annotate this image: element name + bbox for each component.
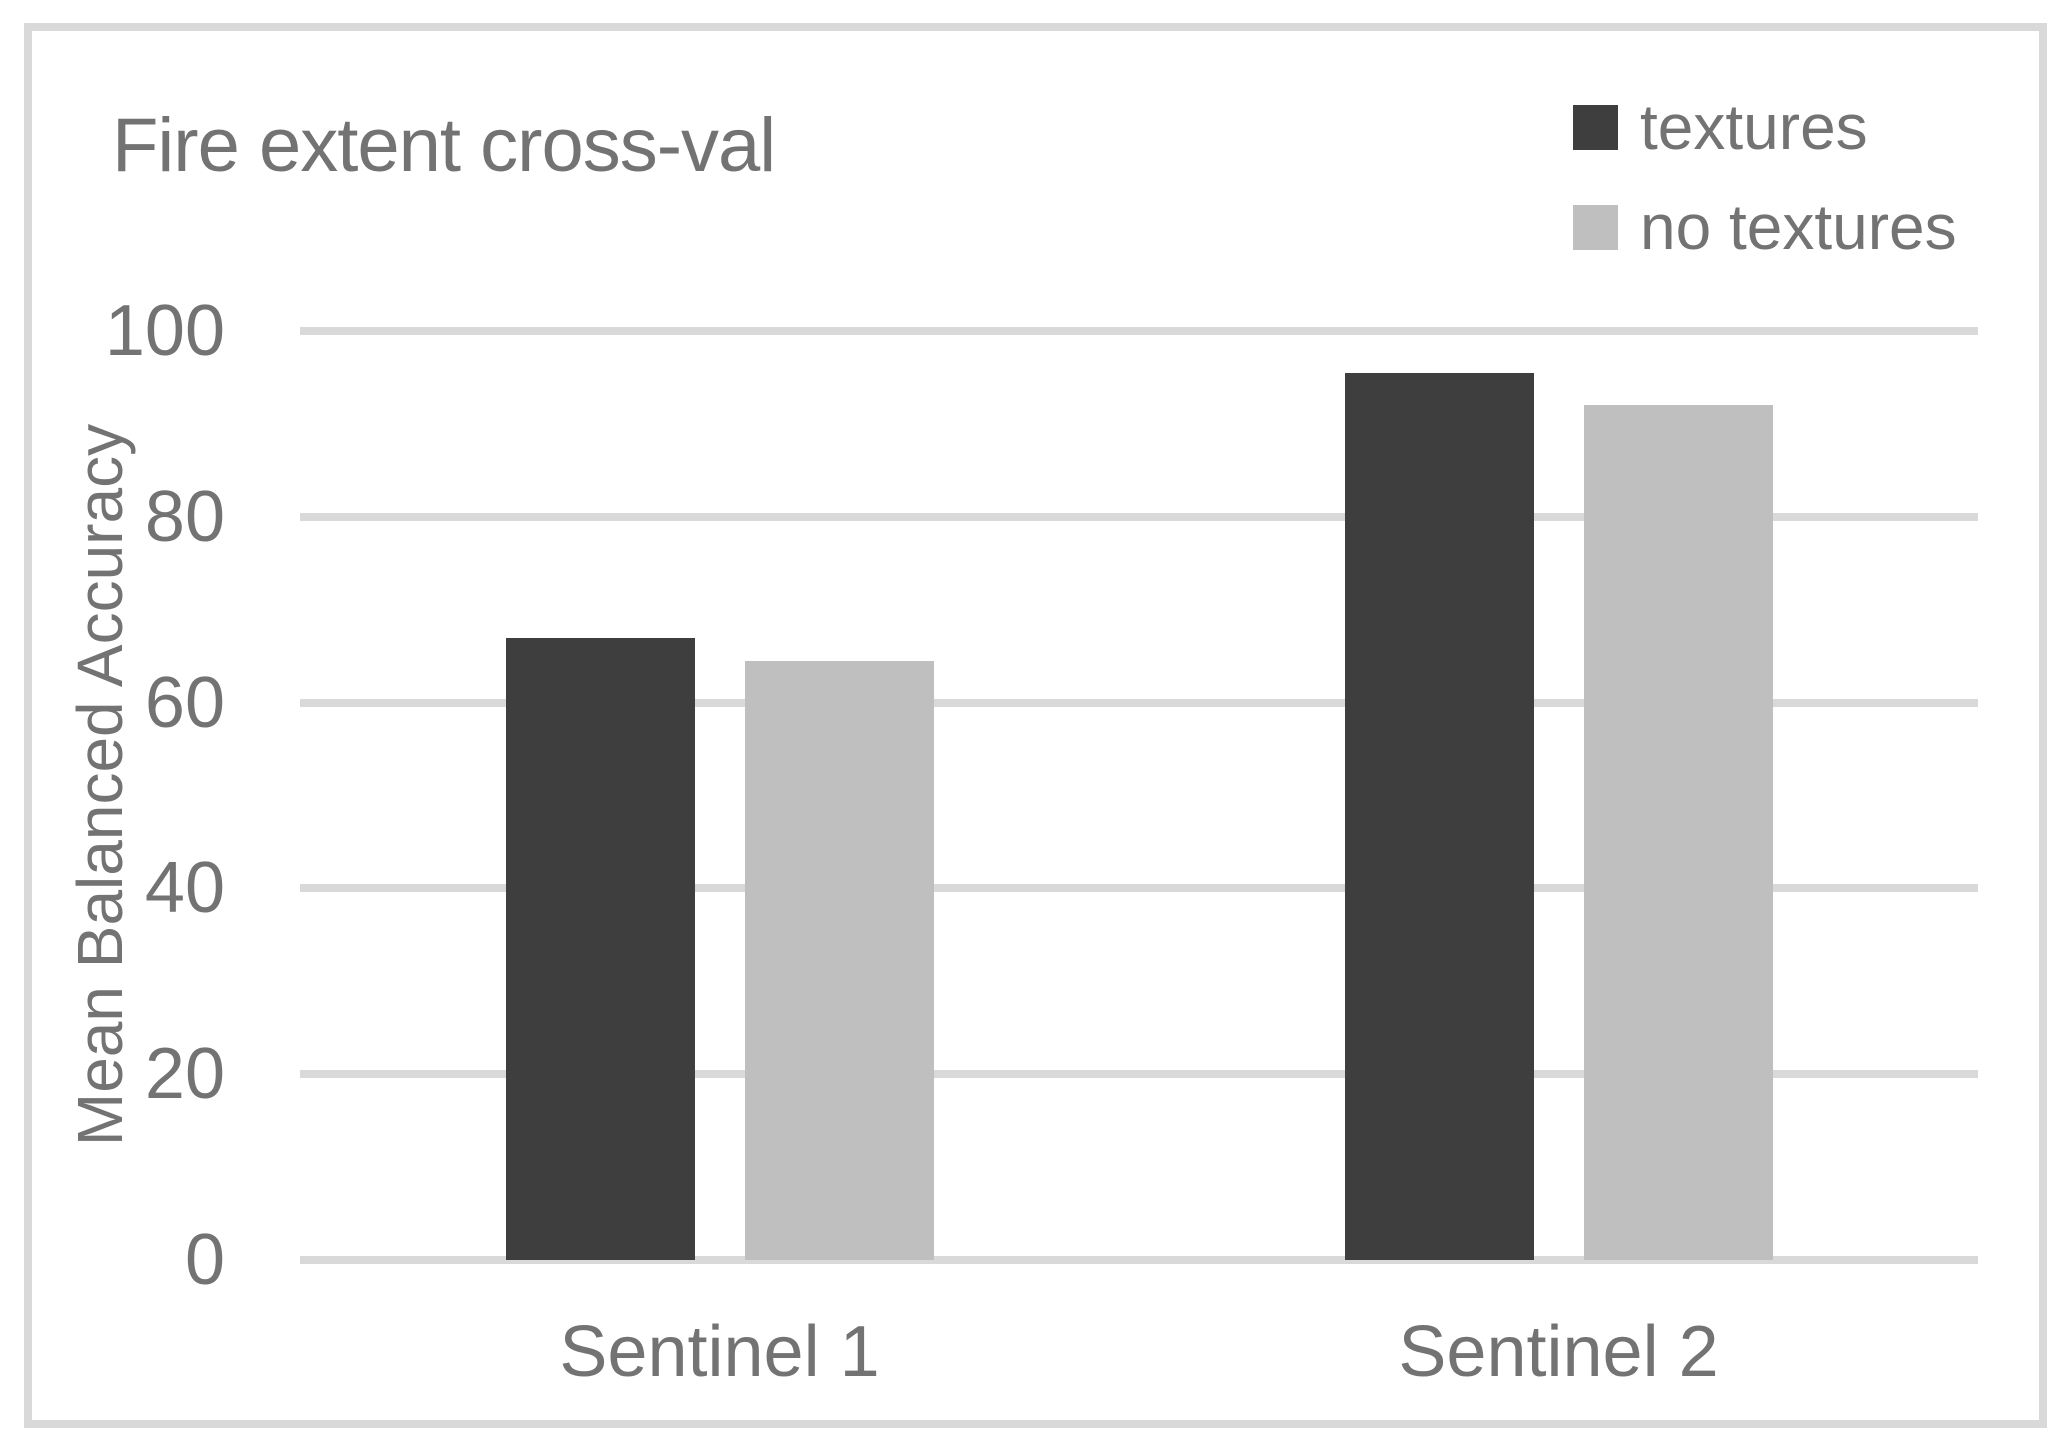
y-tick-label-40: 40	[144, 848, 225, 929]
bar-textures-sentinel-1	[505, 637, 695, 1260]
bar-no-textures-sentinel-1	[744, 660, 934, 1260]
legend-label-textures: textures	[1640, 91, 1868, 163]
bar-no-textures-sentinel-2	[1583, 405, 1773, 1260]
gridline-y-80	[300, 512, 1978, 521]
legend-label-no-textures: no textures	[1640, 191, 1957, 263]
legend: textures no textures	[1573, 93, 1957, 261]
y-tick-label-60: 60	[144, 662, 225, 743]
gridline-y-100	[300, 327, 1978, 335]
chart-title: Fire extent cross-val	[112, 103, 776, 188]
y-tick-label-0: 0	[184, 1220, 225, 1300]
gridline-y-0	[300, 1256, 1978, 1264]
x-category-label-sentinel-2: Sentinel 2	[1398, 1312, 1719, 1392]
x-category-label-sentinel-1: Sentinel 1	[559, 1312, 880, 1392]
y-tick-label-100: 100	[104, 291, 225, 371]
y-tick-label-80: 80	[144, 476, 225, 557]
legend-item-no-textures: no textures	[1573, 193, 1957, 261]
plot-area	[300, 327, 1978, 1264]
bar-textures-sentinel-2	[1344, 372, 1534, 1260]
legend-swatch-no-textures	[1573, 204, 1618, 250]
y-tick-label-20: 20	[144, 1034, 225, 1115]
gridline-y-60	[300, 698, 1978, 707]
legend-item-textures: textures	[1573, 93, 1957, 161]
gridline-y-40	[300, 884, 1978, 893]
legend-swatch-textures	[1573, 104, 1618, 150]
gridline-y-20	[300, 1070, 1978, 1079]
